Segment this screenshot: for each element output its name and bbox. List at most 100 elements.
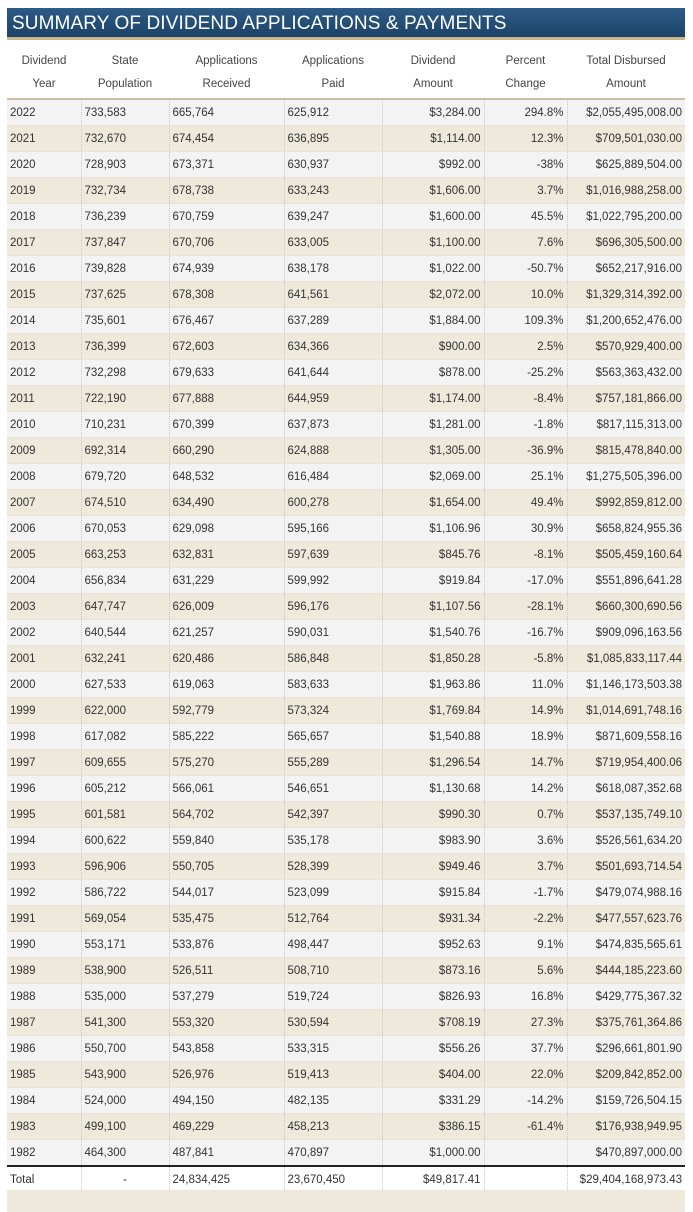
cell-total-disbursed-amount: $652,217,916.00 bbox=[567, 255, 685, 282]
cell-applications-received: 648,532 bbox=[169, 463, 285, 490]
cell-dividend-amount: $1,100.00 bbox=[382, 229, 485, 256]
cell-percent-change: 14.9% bbox=[484, 697, 568, 724]
cell-applications-paid: 583,633 bbox=[284, 671, 383, 698]
cell-dividend-amount: $386.15 bbox=[382, 1113, 485, 1140]
table-row: 2011 722,190 677,888 644,959 $1,174.00 -8.4% $… bbox=[7, 385, 685, 412]
cell-dividend-year: 2010 bbox=[7, 411, 82, 438]
cell-applications-paid: 523,099 bbox=[284, 879, 383, 906]
cell-total-disbursed-amount: $2,055,495,008.00 bbox=[567, 99, 685, 126]
table-row: 2019 732,734 678,738 633,243 $1,606.00 3.7% $1… bbox=[7, 177, 685, 204]
cell-dividend-amount: $1,281.00 bbox=[382, 411, 485, 438]
bottom-strip bbox=[7, 1190, 685, 1212]
cell-state-population: 735,601 bbox=[81, 307, 170, 334]
cell-dividend-amount: $1,174.00 bbox=[382, 385, 485, 412]
cell-dividend-amount: $900.00 bbox=[382, 333, 485, 360]
cell-percent-change: 22.0% bbox=[484, 1061, 568, 1088]
cell-percent-change: 11.0% bbox=[484, 671, 568, 698]
cell-dividend-amount: $873.16 bbox=[382, 957, 485, 984]
cell-percent-change: -1.7% bbox=[484, 879, 568, 906]
cell-applications-received: 676,467 bbox=[169, 307, 285, 334]
total-state-population: - bbox=[81, 1165, 170, 1192]
column-header-state-population: State Population bbox=[81, 47, 169, 100]
cell-applications-paid: 590,031 bbox=[284, 619, 383, 646]
table-row: 2002 640,544 621,257 590,031 $1,540.76 -16.7%… bbox=[7, 619, 685, 646]
cell-percent-change: 18.9% bbox=[484, 723, 568, 750]
cell-dividend-amount: $1,963.86 bbox=[382, 671, 485, 698]
cell-state-population: 739,828 bbox=[81, 255, 170, 282]
table-row: 2017 737,847 670,706 633,005 $1,100.00 7.6% $6… bbox=[7, 229, 685, 256]
cell-applications-paid: 641,561 bbox=[284, 281, 383, 308]
column-header-line1: Dividend bbox=[21, 54, 67, 67]
column-header-line1: Percent bbox=[505, 54, 546, 67]
cell-dividend-amount: $990.30 bbox=[382, 801, 485, 828]
cell-total-disbursed-amount: $757,181,866.00 bbox=[567, 385, 685, 412]
cell-applications-paid: 624,888 bbox=[284, 437, 383, 464]
cell-applications-paid: 555,289 bbox=[284, 749, 383, 776]
table-row: 1984 524,000 494,150 482,135 $331.29 -14.2% $1… bbox=[7, 1087, 685, 1114]
cell-dividend-amount: $2,069.00 bbox=[382, 463, 485, 490]
table-row: 1982 464,300 487,841 470,897 $1,000.00 $470,8… bbox=[7, 1139, 685, 1167]
cell-percent-change: 45.5% bbox=[484, 203, 568, 230]
cell-applications-paid: 498,447 bbox=[284, 931, 383, 958]
cell-state-population: 732,670 bbox=[81, 125, 170, 152]
cell-dividend-amount: $1,884.00 bbox=[382, 307, 485, 334]
table-row: 1992 586,722 544,017 523,099 $915.84 -1.7% $47… bbox=[7, 879, 685, 906]
cell-percent-change: 12.3% bbox=[484, 125, 568, 152]
cell-dividend-amount: $3,284.00 bbox=[382, 99, 485, 126]
cell-dividend-amount: $1,305.00 bbox=[382, 437, 485, 464]
cell-state-population: 737,847 bbox=[81, 229, 170, 256]
cell-percent-change: -8.4% bbox=[484, 385, 568, 412]
cell-applications-paid: 633,243 bbox=[284, 177, 383, 204]
cell-dividend-year: 1997 bbox=[7, 749, 82, 776]
cell-percent-change: -5.8% bbox=[484, 645, 568, 672]
cell-percent-change: -36.9% bbox=[484, 437, 568, 464]
cell-applications-paid: 644,959 bbox=[284, 385, 383, 412]
column-header-line2: Amount bbox=[606, 77, 646, 90]
cell-dividend-year: 1998 bbox=[7, 723, 82, 750]
table-row: 1993 596,906 550,705 528,399 $949.46 3.7% $501… bbox=[7, 853, 685, 880]
cell-percent-change: 3.7% bbox=[484, 853, 568, 880]
cell-applications-received: 674,939 bbox=[169, 255, 285, 282]
cell-applications-paid: 530,594 bbox=[284, 1009, 383, 1036]
cell-applications-paid: 633,005 bbox=[284, 229, 383, 256]
cell-state-population: 692,314 bbox=[81, 437, 170, 464]
cell-applications-received: 631,229 bbox=[169, 567, 285, 594]
cell-total-disbursed-amount: $871,609,558.16 bbox=[567, 723, 685, 750]
cell-dividend-year: 1990 bbox=[7, 931, 82, 958]
cell-dividend-amount: $1,540.88 bbox=[382, 723, 485, 750]
column-header-line1: Applications bbox=[301, 54, 364, 67]
cell-applications-paid: 533,315 bbox=[284, 1035, 383, 1062]
table-row: 2022 733,583 665,764 625,912 $3,284.00 294.8%… bbox=[7, 99, 685, 126]
cell-dividend-year: 1986 bbox=[7, 1035, 82, 1062]
cell-percent-change: 7.6% bbox=[484, 229, 568, 256]
cell-dividend-amount: $1,540.76 bbox=[382, 619, 485, 646]
cell-state-population: 524,000 bbox=[81, 1087, 170, 1114]
cell-state-population: 622,000 bbox=[81, 697, 170, 724]
cell-total-disbursed-amount: $537,135,749.10 bbox=[567, 801, 685, 828]
cell-applications-received: 575,270 bbox=[169, 749, 285, 776]
table-row: 2004 656,834 631,229 599,992 $919.84 -17.0% $5… bbox=[7, 567, 685, 594]
cell-applications-paid: 565,657 bbox=[284, 723, 383, 750]
cell-applications-paid: 586,848 bbox=[284, 645, 383, 672]
cell-applications-received: 632,831 bbox=[169, 541, 285, 568]
cell-dividend-amount: $1,654.00 bbox=[382, 489, 485, 516]
table-row: 2010 710,231 670,399 637,873 $1,281.00 -1.8% $… bbox=[7, 411, 685, 438]
table-row: 1990 553,171 533,876 498,447 $952.63 9.1% $474… bbox=[7, 931, 685, 958]
cell-percent-change: 16.8% bbox=[484, 983, 568, 1010]
cell-percent-change: -61.4% bbox=[484, 1113, 568, 1140]
cell-total-disbursed-amount: $1,014,691,748.16 bbox=[567, 697, 685, 724]
column-header-dividend-amount: Dividend Amount bbox=[382, 47, 484, 100]
cell-applications-received: 678,308 bbox=[169, 281, 285, 308]
table-row: 1988 535,000 537,279 519,724 $826.93 16.8% $42… bbox=[7, 983, 685, 1010]
table-row: 1983 499,100 469,229 458,213 $386.15 -61.4% $1… bbox=[7, 1113, 685, 1140]
cell-applications-paid: 595,166 bbox=[284, 515, 383, 542]
cell-dividend-amount: $2,072.00 bbox=[382, 281, 485, 308]
cell-dividend-year: 2016 bbox=[7, 255, 82, 282]
cell-state-population: 464,300 bbox=[81, 1139, 170, 1167]
table-row: 2021 732,670 674,454 636,895 $1,114.00 12.3% $… bbox=[7, 125, 685, 152]
cell-total-disbursed-amount: $526,561,634.20 bbox=[567, 827, 685, 854]
cell-dividend-year: 1985 bbox=[7, 1061, 82, 1088]
cell-dividend-year: 1992 bbox=[7, 879, 82, 906]
cell-applications-received: 678,738 bbox=[169, 177, 285, 204]
cell-dividend-amount: $1,106.96 bbox=[382, 515, 485, 542]
